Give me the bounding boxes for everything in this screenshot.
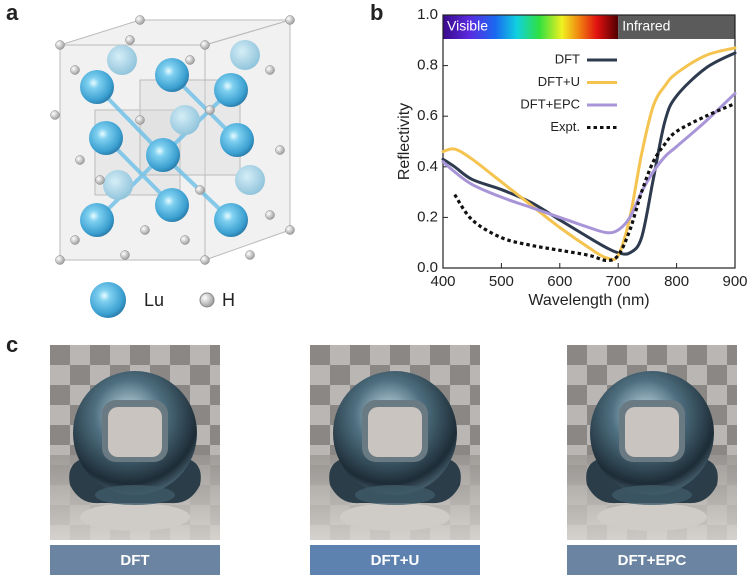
renders: DFT DFT+U DFT+EPC [50,345,737,575]
x-tick-label: 600 [547,273,572,290]
spectrum-band [618,15,735,39]
legend-label: DFT+EPC [520,96,580,111]
series-line [453,102,736,263]
y-tick-label: 0.6 [417,107,438,124]
spectrum-band [443,15,619,39]
render-image [567,345,737,540]
reflectivity-chart: Visible Infrared 0.0 0.2 0.4 0.6 0.8 1.0 400 500 6… [396,6,747,309]
spectrum-label: Infrared [622,18,670,34]
render-label: DFT [120,552,149,569]
caption-bar [50,545,220,575]
legend-label: DFT [555,51,580,66]
legend-lu-icon [90,282,126,318]
atom-legend: Lu [144,290,164,310]
plot-frame [442,14,736,269]
render-image [310,345,480,540]
panel-label: c [6,332,18,357]
series-line [441,91,737,235]
y-tick-label: 1.0 [417,6,438,23]
panel-label: a [6,0,19,25]
y-tick-label: 0.2 [417,208,438,225]
series-line [441,51,737,256]
caption-bar [310,545,480,575]
spectrum-label: Visible [447,18,488,34]
atom-legend: H [222,290,235,310]
render-label: DFT+EPC [618,552,687,569]
series-line [441,46,737,262]
legend-label: DFT+U [538,74,580,89]
x-axis-label: Wavelength (nm) [528,292,649,309]
panel-label: b [370,0,383,25]
y-tick-label: 0.0 [417,259,438,276]
render-image [50,345,220,540]
render-label: DFT+U [371,552,420,569]
crystal-structure: Lu H [50,15,295,318]
x-tick-label: 800 [664,273,689,290]
x-tick-label: 500 [489,273,514,290]
y-axis-label: Reflectivity [396,103,413,180]
y-tick-label: 0.4 [417,158,438,175]
x-tick-label: 400 [430,273,455,290]
y-tick-label: 0.8 [417,57,438,74]
x-tick-label: 700 [606,273,631,290]
caption-bar [567,545,737,575]
legend-h-icon [199,292,215,308]
legend-label: Expt. [550,119,580,134]
x-tick-label: 900 [722,273,747,290]
